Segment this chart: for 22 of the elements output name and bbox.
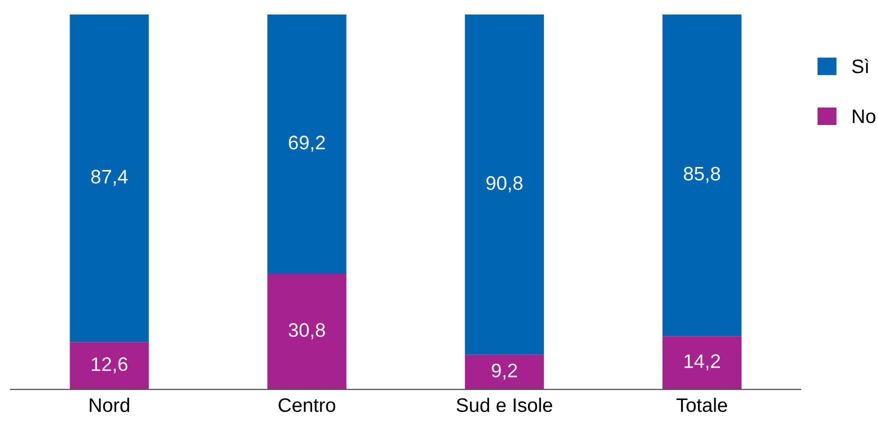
data-label: 30,8 [288, 323, 325, 340]
legend-label: Sì [852, 58, 868, 74]
bar [267, 274, 346, 390]
x-tick-label: Nord [90, 398, 130, 412]
bar [70, 14, 149, 342]
data-label: 85,8 [684, 166, 720, 183]
data-label: 87,4 [91, 170, 128, 186]
bar [464, 14, 544, 355]
bar [267, 14, 346, 274]
x-tick-label: Totale [676, 398, 728, 412]
bar [70, 342, 149, 390]
bar [662, 336, 742, 390]
bar [464, 354, 544, 390]
data-label: 69,2 [288, 136, 325, 152]
data-label: 90,8 [486, 176, 522, 192]
x-tick-label: Sud e Isole [456, 398, 552, 412]
data-label: 9,2 [492, 364, 517, 380]
legend-label: No [852, 110, 876, 124]
data-label: 14,2 [684, 354, 720, 370]
x-tick-label: Centro [278, 398, 336, 412]
bar [662, 14, 742, 336]
data-label: 12,6 [92, 357, 128, 374]
